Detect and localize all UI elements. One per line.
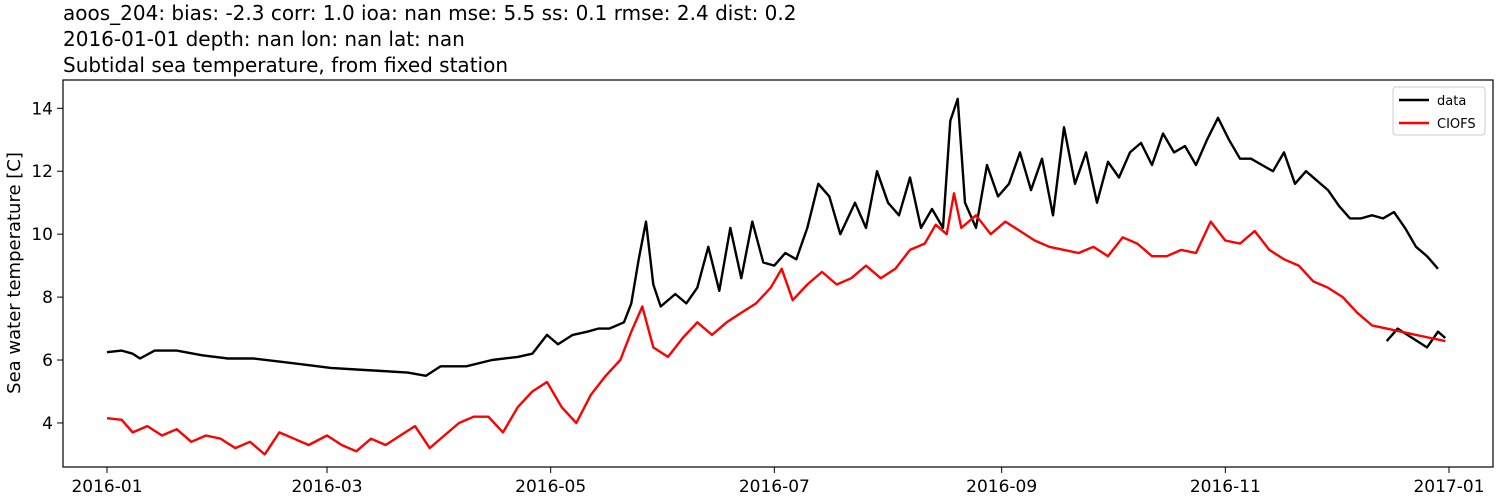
y-tick-label: 12 bbox=[31, 162, 53, 182]
x-tick-label: 2016-07 bbox=[739, 477, 810, 497]
title-line-2: 2016-01-01 depth: nan lon: nan lat: nan bbox=[63, 27, 465, 51]
y-axis: 4 6 8 10 12 14 bbox=[31, 99, 63, 434]
x-tick-label: 2016-01 bbox=[71, 477, 142, 497]
y-axis-label: Sea water temperature [C] bbox=[4, 152, 25, 394]
y-tick-label: 10 bbox=[31, 225, 53, 245]
legend: data CIOFS bbox=[1392, 86, 1486, 136]
title-line-1: aoos_204: bias: -2.3 corr: 1.0 ioa: nan … bbox=[63, 1, 797, 25]
plot-lines bbox=[106, 97, 1447, 456]
legend-label-data: data bbox=[1437, 94, 1466, 109]
series-line-data-1 bbox=[106, 97, 1439, 377]
chart-title: aoos_204: bias: -2.3 corr: 1.0 ioa: nan … bbox=[63, 0, 797, 78]
x-tick-label: 2016-11 bbox=[1190, 477, 1261, 497]
series-line-ciofs-1 bbox=[106, 192, 1446, 456]
x-tick-label: 2017-01 bbox=[1413, 477, 1484, 497]
title-line-3: Subtidal sea temperature, from fixed sta… bbox=[63, 53, 508, 77]
y-tick-label: 8 bbox=[42, 288, 53, 308]
x-tick-label: 2016-09 bbox=[966, 477, 1037, 497]
x-tick-label: 2016-05 bbox=[515, 477, 586, 497]
y-tick-label: 6 bbox=[42, 351, 53, 371]
x-tick-label: 2016-03 bbox=[291, 477, 362, 497]
legend-label-ciofs: CIOFS bbox=[1437, 117, 1476, 132]
x-axis: 2016-01 2016-03 2016-05 2016-07 2016-09 2016-… bbox=[71, 467, 1485, 497]
plot-frame bbox=[62, 79, 1494, 468]
y-tick-label: 4 bbox=[42, 414, 53, 434]
y-tick-label: 14 bbox=[31, 99, 53, 119]
